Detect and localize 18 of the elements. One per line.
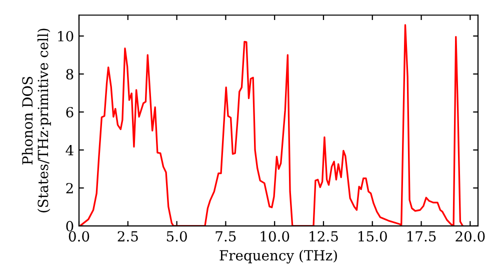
y-tick-label: 8 (66, 68, 74, 80)
x-tick-label: 7.5 (216, 231, 236, 242)
y-tick-label: 10 (58, 30, 74, 42)
x-tick-label: 10.0 (260, 231, 290, 242)
x-tick-label: 15.0 (358, 231, 387, 242)
y-tick-label: 4 (66, 144, 74, 156)
x-tick-label: 12.5 (310, 231, 338, 242)
x-axis-title: Frequency (THz) (220, 250, 337, 264)
x-tick-label: 0.0 (68, 231, 90, 242)
y-tick-label: 0 (66, 220, 74, 232)
y-tick-label: 6 (66, 106, 74, 118)
x-tick-label: 17.5 (408, 231, 436, 242)
line-series (79, 24, 464, 226)
y-axis-title: Phonon DOS (States/THz·primitive cell) (22, 28, 51, 212)
x-tick-label: 20.0 (456, 231, 485, 242)
x-tick-label: 2.5 (118, 231, 138, 242)
y-tick-label: 2 (66, 182, 73, 194)
x-tick-label: 5.0 (166, 231, 187, 242)
